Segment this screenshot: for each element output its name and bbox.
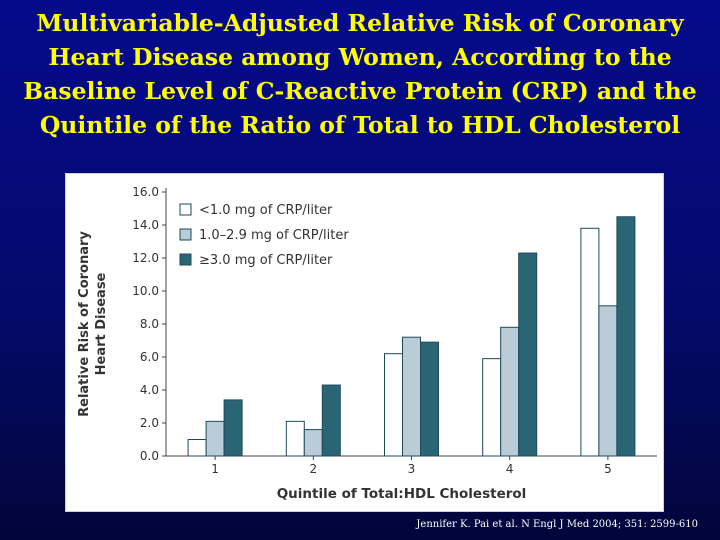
- bar: [321, 384, 341, 457]
- bar: [616, 216, 636, 457]
- x-tick-label: 3: [408, 462, 416, 476]
- y-tick-label: 8.0: [140, 317, 159, 331]
- bar: [500, 326, 520, 457]
- legend-swatch: [179, 203, 192, 216]
- y-axis-label: Relative Risk of Coronary: [77, 231, 92, 417]
- bar: [598, 305, 618, 457]
- title-line-4: Quintile of the Ratio of Total to HDL Ch…: [39, 111, 681, 139]
- y-tick-label: 12.0: [132, 251, 159, 265]
- legend-label: <1.0 mg of CRP/liter: [199, 203, 333, 218]
- y-tick-label: 10.0: [132, 284, 159, 298]
- chart-panel: 0.0 2.0 4.0 6.0 8.0 10.0 12.0 14.0 16.0 Relative …: [65, 173, 664, 512]
- y-tick-label: 2.0: [140, 416, 159, 430]
- bar: [482, 358, 502, 457]
- bar: [187, 439, 207, 457]
- legend-label: 1.0–2.9 mg of CRP/liter: [199, 228, 349, 243]
- x-axis-label: Quintile of Total:HDL Cholesterol: [277, 486, 527, 502]
- bar: [384, 353, 403, 457]
- title-line-2: Heart Disease among Women, According to …: [48, 43, 672, 71]
- bar-chart: 0.0 2.0 4.0 6.0 8.0 10.0 12.0 14.0 16.0 Relative …: [77, 185, 657, 502]
- y-tick-label: 14.0: [132, 218, 159, 232]
- title-line-3: Baseline Level of C-Reactive Protein (CR…: [23, 77, 697, 105]
- bar: [285, 420, 305, 457]
- y-tick-label: 6.0: [140, 350, 159, 364]
- x-tick-label: 2: [309, 462, 317, 476]
- citation: Jennifer K. Pai et al. N Engl J Med 2004…: [416, 519, 698, 530]
- title-line-1: Multivariable-Adjusted Relative Risk of …: [36, 9, 684, 37]
- x-tick-label: 5: [604, 462, 612, 476]
- x-tick-label: 1: [211, 462, 219, 476]
- legend-label: ≥3.0 mg of CRP/liter: [199, 253, 333, 268]
- bar: [402, 336, 421, 457]
- legend-swatch: [179, 253, 192, 266]
- slide-title: Multivariable-Adjusted Relative Risk of …: [0, 6, 720, 142]
- x-tick-label: 4: [506, 462, 514, 476]
- bar: [223, 399, 243, 457]
- y-tick-label: 4.0: [140, 383, 159, 397]
- bar: [420, 341, 439, 457]
- legend-swatch: [179, 228, 192, 241]
- y-tick-label: 16.0: [132, 185, 159, 199]
- bar: [518, 252, 538, 457]
- y-axis-label: Heart Disease: [94, 272, 109, 375]
- bar: [580, 227, 600, 457]
- y-tick-label: 0.0: [140, 449, 159, 463]
- bar: [303, 429, 323, 457]
- bar: [205, 420, 225, 457]
